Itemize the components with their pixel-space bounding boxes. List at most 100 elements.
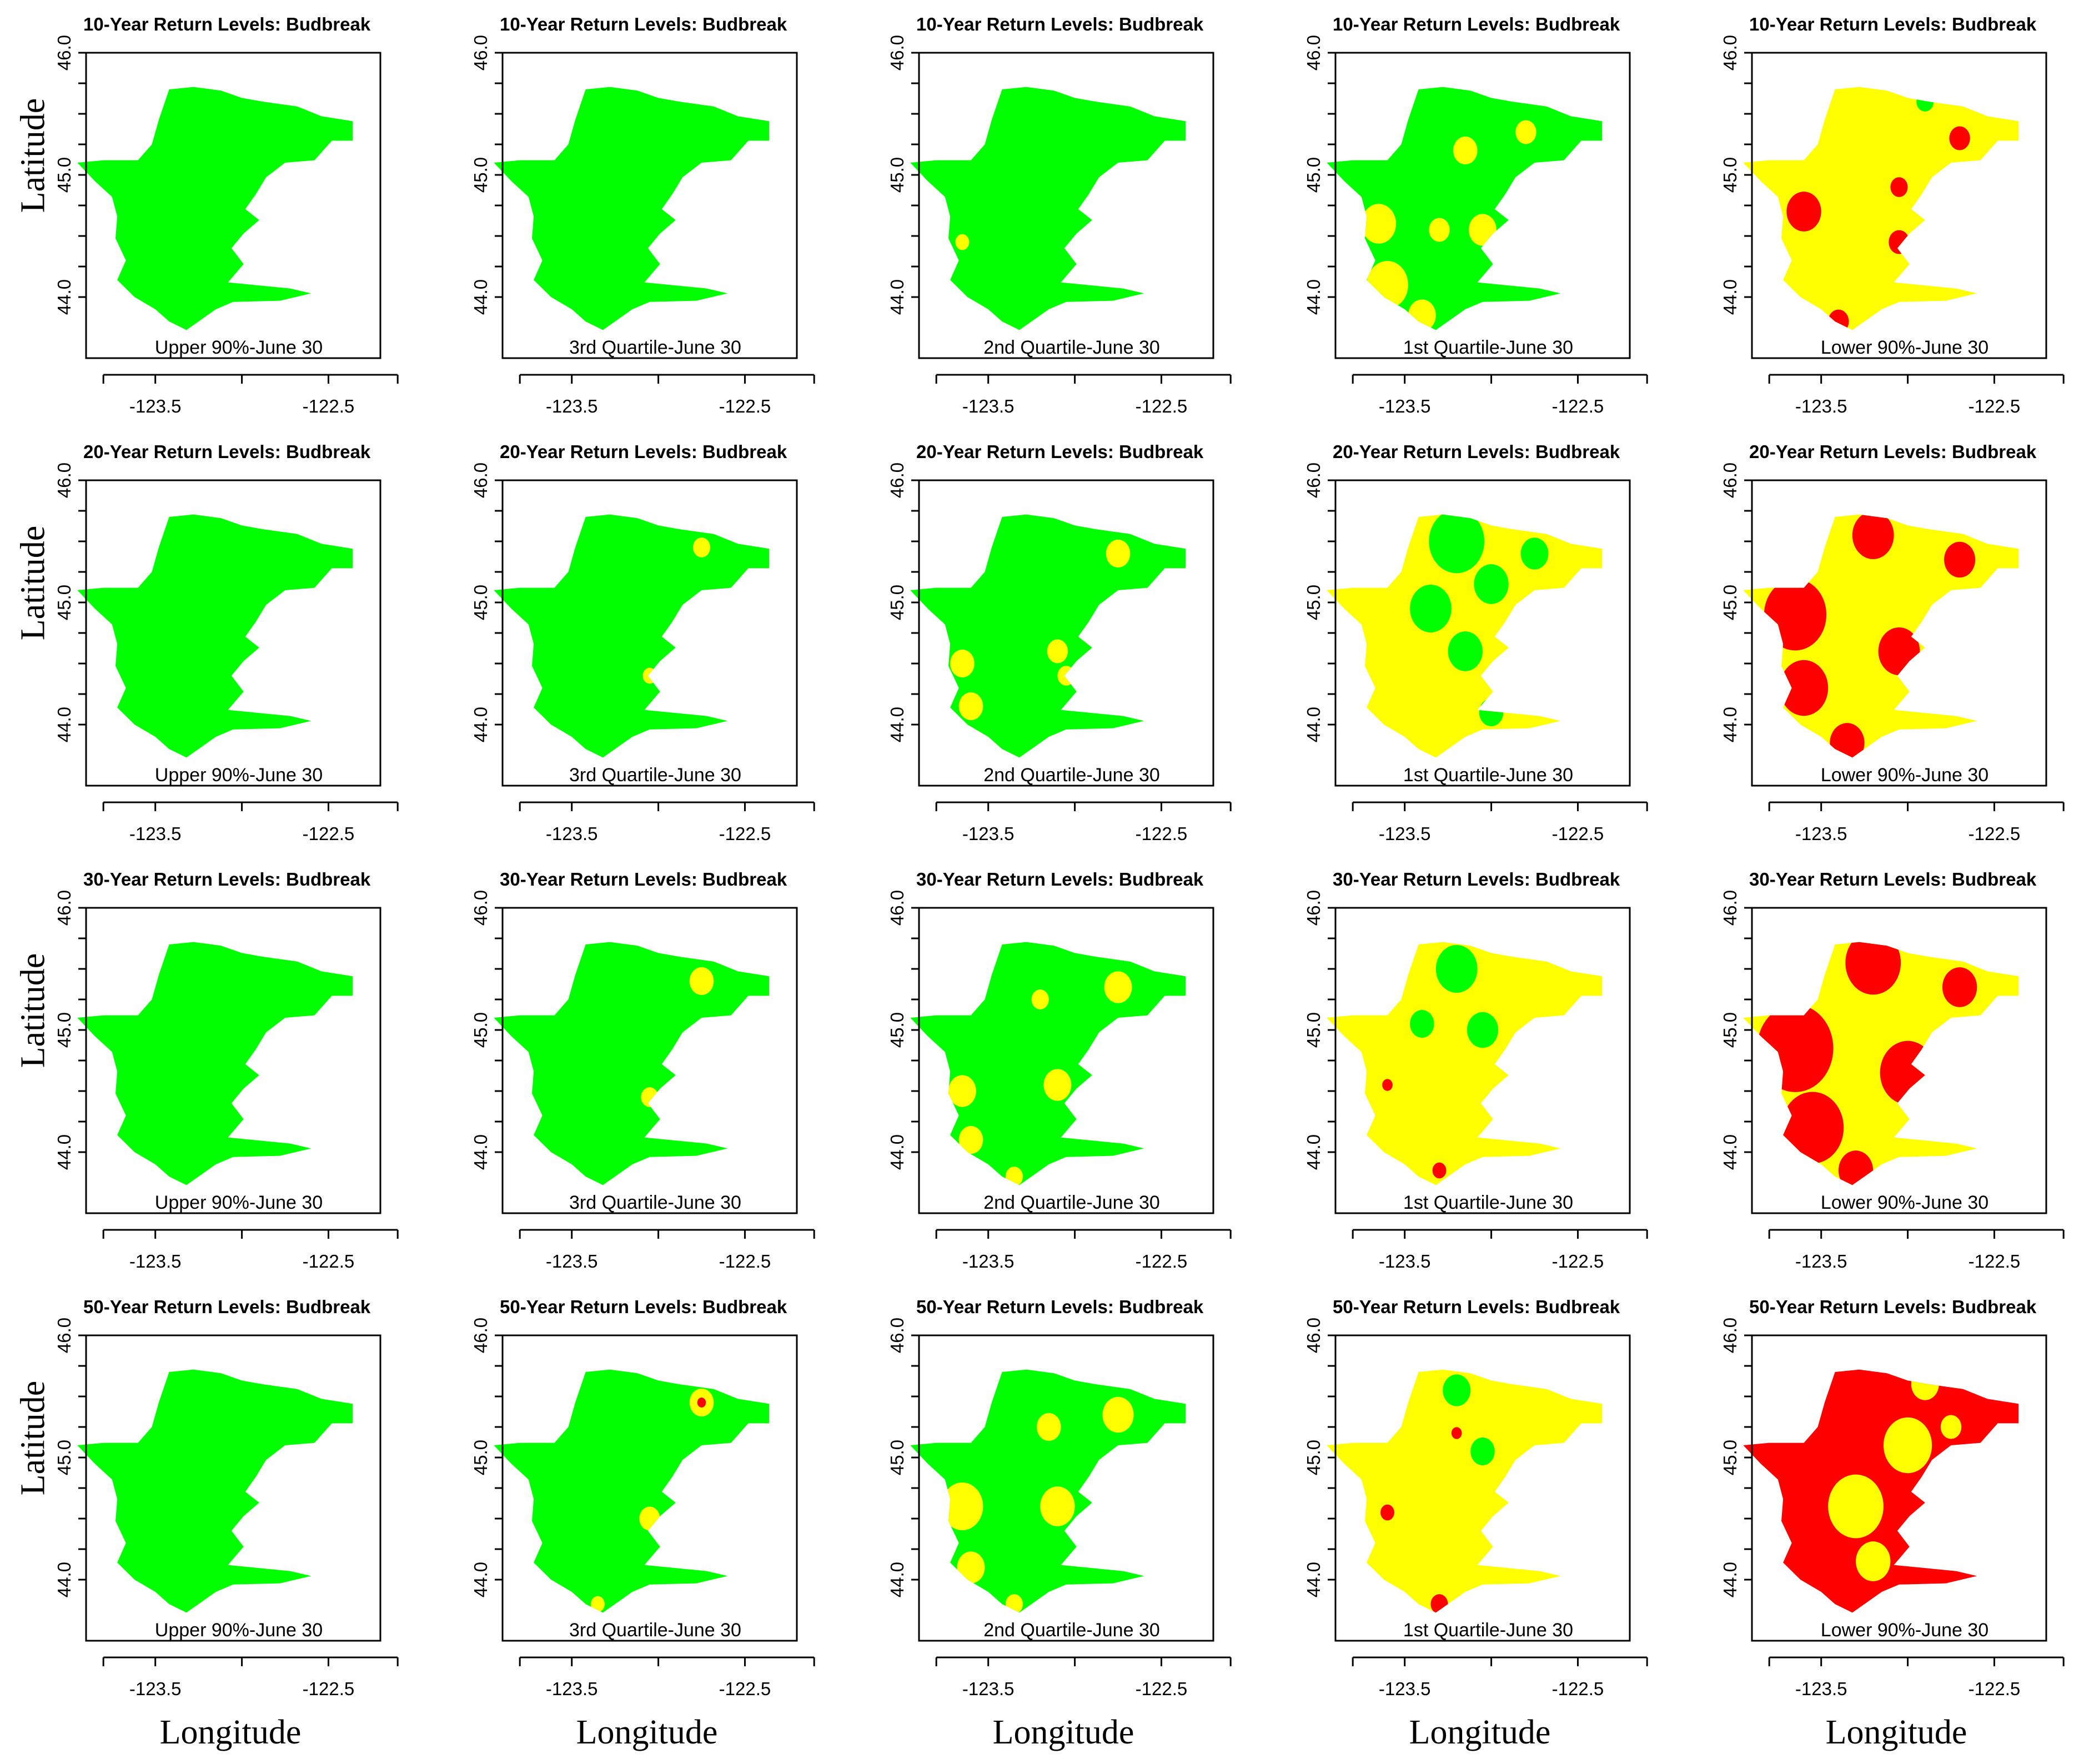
x-tick-label: -123.5 (1379, 1678, 1431, 1699)
risk-patch (639, 1506, 660, 1531)
x-tick-label: -123.5 (1379, 1251, 1431, 1272)
region-fill (910, 942, 1186, 1185)
map-panel: 30-Year Return Levels: Budbreak 3rd Quart… (470, 869, 815, 1272)
region-fill (77, 87, 353, 330)
panel-title: 20-Year Return Levels: Budbreak (500, 441, 787, 462)
risk-patch (1474, 564, 1509, 604)
y-tick-label: 44.0 (887, 1134, 907, 1170)
x-tick-label: -122.5 (303, 823, 355, 844)
x-tick-label: -122.5 (1969, 396, 2021, 416)
risk-patch (1878, 627, 1920, 676)
x-axis-label: Longitude (1825, 1713, 1967, 1751)
y-tick-label: 45.0 (1303, 585, 1324, 620)
region-fill (910, 87, 1186, 330)
y-tick-label: 46.0 (887, 35, 907, 71)
y-tick-label: 44.0 (887, 1562, 907, 1597)
risk-patch (1410, 1009, 1434, 1038)
panel-label: 1st Quartile-June 30 (1403, 337, 1573, 358)
x-tick-label: -123.5 (1795, 396, 1847, 416)
x-tick-label: -122.5 (1969, 1678, 2021, 1699)
region-fill (494, 942, 770, 1185)
panel-title: 50-Year Return Levels: Budbreak (83, 1296, 371, 1317)
y-tick-label: 44.0 (887, 279, 907, 315)
panel-label: Lower 90%-June 30 (1821, 765, 1988, 786)
x-tick-label: -123.5 (546, 1251, 598, 1272)
panel-title: 50-Year Return Levels: Budbreak (916, 1296, 1204, 1317)
map-panel: 30-Year Return Levels: Budbreak 2nd Quart… (887, 869, 1232, 1272)
y-tick-label: 46.0 (54, 463, 74, 498)
risk-patch (1828, 1474, 1884, 1539)
x-tick-label: -122.5 (1552, 1678, 1604, 1699)
risk-patch (1852, 514, 1894, 560)
map-panel: 10-Year Return Levels: Budbreak Upper 90%… (54, 14, 399, 416)
y-tick-label: 46.0 (1303, 890, 1324, 926)
y-tick-label: 44.0 (1720, 1134, 1740, 1170)
risk-patch (1043, 1069, 1072, 1101)
y-tick-label: 44.0 (1303, 1562, 1324, 1597)
map-panel: 50-Year Return Levels: Budbreak Upper 90%… (54, 1296, 399, 1699)
y-tick-label: 46.0 (54, 1318, 74, 1353)
map-panel: 10-Year Return Levels: Budbreak 2nd Quart… (887, 14, 1232, 416)
panel-title: 50-Year Return Levels: Budbreak (1333, 1296, 1620, 1317)
risk-patch (591, 1596, 605, 1612)
map-panel: 10-Year Return Levels: Budbreak 3rd Quart… (470, 14, 815, 416)
risk-patch (1031, 989, 1049, 1009)
x-tick-label: -122.5 (1552, 823, 1604, 844)
panel-label: 2nd Quartile-June 30 (983, 337, 1160, 358)
risk-patch (1515, 120, 1536, 144)
y-tick-label: 45.0 (54, 157, 74, 193)
risk-patch (1435, 944, 1478, 993)
risk-patch (1361, 204, 1397, 244)
x-tick-label: -122.5 (303, 396, 355, 416)
x-tick-label: -122.5 (719, 823, 771, 844)
risk-patch (958, 692, 983, 721)
risk-patch (1005, 1167, 1023, 1185)
risk-patch (1856, 1541, 1891, 1581)
risk-patch (1432, 1162, 1447, 1179)
y-tick-label: 45.0 (470, 585, 491, 620)
x-tick-label: -123.5 (1379, 823, 1431, 844)
risk-patch (1916, 92, 1934, 112)
x-axis-label: Longitude (1409, 1713, 1551, 1751)
y-tick-label: 46.0 (887, 1318, 907, 1353)
x-tick-label: -123.5 (1795, 1678, 1847, 1699)
risk-patch (948, 1075, 976, 1107)
map-panel: 10-Year Return Levels: Budbreak 1st Quart… (1303, 14, 1648, 416)
risk-patch (1453, 136, 1478, 165)
risk-patch (1451, 1427, 1462, 1439)
risk-patch (689, 967, 714, 996)
panel-title: 20-Year Return Levels: Budbreak (1749, 441, 2037, 462)
risk-patch (1430, 1594, 1448, 1613)
x-tick-label: -123.5 (1795, 823, 1847, 844)
y-tick-label: 46.0 (887, 890, 907, 926)
panel-label: 3rd Quartile-June 30 (569, 1192, 741, 1213)
y-tick-label: 46.0 (1303, 1318, 1324, 1353)
map-panel: 10-Year Return Levels: Budbreak Lower 90%… (1720, 14, 2065, 416)
y-tick-label: 44.0 (1303, 707, 1324, 742)
region-fill (77, 514, 353, 758)
panel-label: Upper 90%-June 30 (155, 337, 323, 358)
panel-title: 10-Year Return Levels: Budbreak (83, 14, 371, 34)
panel-label: 2nd Quartile-June 30 (983, 765, 1160, 786)
map-panel: 20-Year Return Levels: Budbreak Upper 90%… (54, 441, 399, 844)
y-tick-label: 46.0 (54, 35, 74, 71)
risk-patch (941, 1482, 983, 1531)
y-axis-label: Latitude (14, 98, 52, 213)
y-tick-label: 46.0 (54, 890, 74, 926)
x-tick-label: -122.5 (1136, 823, 1188, 844)
panel-label: Lower 90%-June 30 (1821, 1192, 1988, 1213)
map-panel: 20-Year Return Levels: Budbreak 3rd Quart… (470, 441, 815, 844)
x-tick-label: -122.5 (1136, 1678, 1188, 1699)
panel-title: 50-Year Return Levels: Budbreak (500, 1296, 787, 1317)
x-tick-label: -122.5 (719, 396, 771, 416)
risk-patch (1448, 631, 1483, 671)
y-tick-label: 45.0 (1720, 1440, 1740, 1475)
region-fill (1327, 942, 1603, 1185)
y-tick-label: 46.0 (1720, 35, 1740, 71)
y-tick-label: 45.0 (1303, 157, 1324, 193)
x-axis-label: Longitude (159, 1713, 302, 1751)
x-tick-label: -123.5 (129, 396, 182, 416)
x-tick-label: -123.5 (546, 823, 598, 844)
panel-title: 10-Year Return Levels: Budbreak (1333, 14, 1620, 34)
